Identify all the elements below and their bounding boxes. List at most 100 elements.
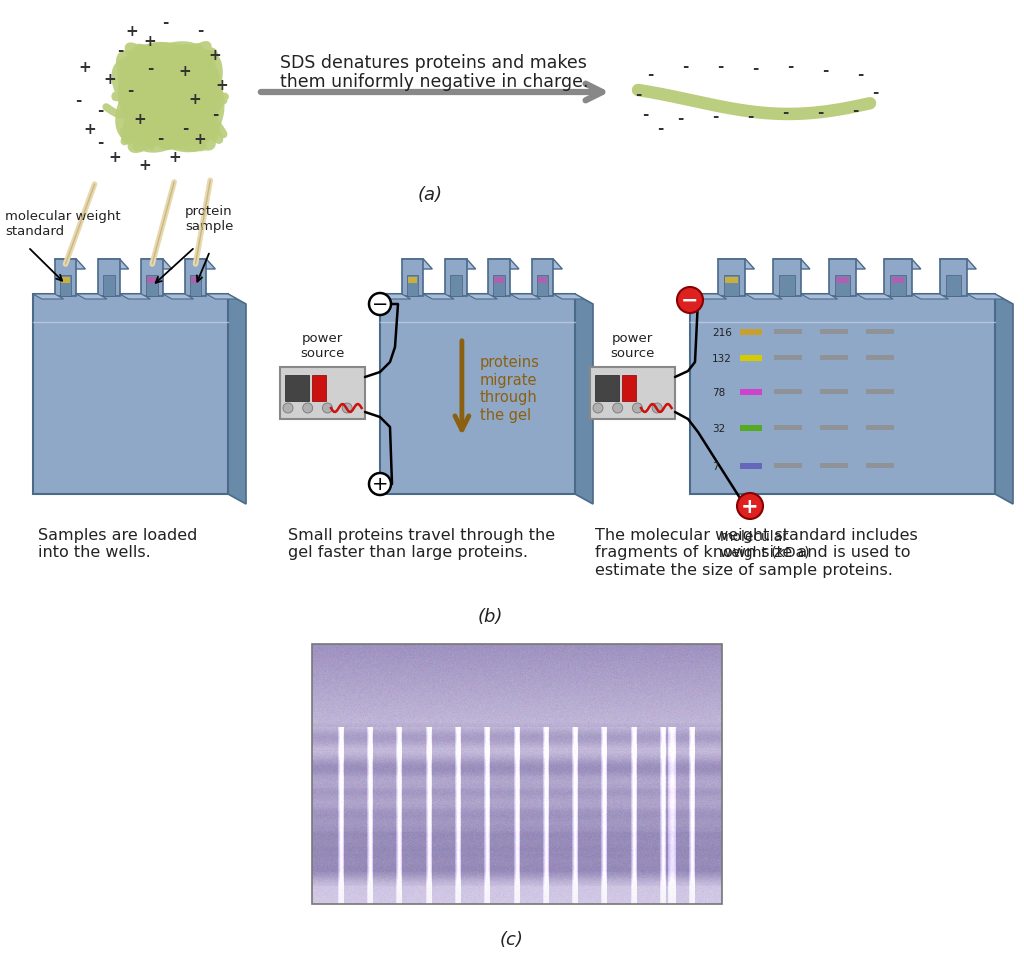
Bar bbox=[189, 275, 202, 297]
Bar bbox=[946, 275, 962, 297]
Bar bbox=[740, 463, 762, 470]
Bar bbox=[820, 425, 848, 430]
Bar bbox=[892, 277, 904, 284]
Polygon shape bbox=[184, 260, 215, 269]
Bar bbox=[828, 260, 856, 297]
Text: -: - bbox=[677, 110, 683, 125]
Bar bbox=[184, 260, 206, 297]
Polygon shape bbox=[690, 295, 727, 299]
Polygon shape bbox=[445, 260, 476, 269]
Bar bbox=[820, 356, 848, 360]
Bar bbox=[740, 329, 762, 335]
Text: +: + bbox=[138, 157, 152, 172]
Polygon shape bbox=[77, 295, 106, 299]
Text: -: - bbox=[162, 15, 168, 29]
Bar bbox=[866, 390, 894, 394]
Bar bbox=[488, 260, 510, 297]
Circle shape bbox=[283, 403, 293, 414]
Polygon shape bbox=[380, 295, 411, 299]
Text: -: - bbox=[127, 82, 133, 98]
Polygon shape bbox=[228, 295, 246, 505]
Bar bbox=[60, 277, 71, 284]
Polygon shape bbox=[911, 295, 948, 299]
Text: −: − bbox=[681, 291, 698, 311]
Text: -: - bbox=[717, 58, 723, 74]
Bar bbox=[537, 275, 549, 297]
Polygon shape bbox=[745, 295, 782, 299]
Polygon shape bbox=[773, 260, 810, 269]
Bar bbox=[380, 295, 575, 494]
Bar bbox=[280, 367, 365, 420]
Bar bbox=[531, 260, 553, 297]
Polygon shape bbox=[98, 260, 129, 269]
Circle shape bbox=[342, 403, 352, 414]
Bar bbox=[494, 275, 505, 297]
Bar bbox=[820, 390, 848, 394]
Circle shape bbox=[323, 403, 333, 414]
Text: -: - bbox=[97, 136, 103, 150]
Text: -: - bbox=[197, 22, 203, 38]
Bar bbox=[590, 367, 675, 420]
Text: 216: 216 bbox=[712, 328, 732, 337]
Polygon shape bbox=[467, 295, 498, 299]
Polygon shape bbox=[510, 295, 541, 299]
Text: +: + bbox=[372, 475, 388, 494]
Text: power
source: power source bbox=[300, 331, 344, 359]
Bar bbox=[774, 463, 802, 469]
Bar bbox=[884, 260, 911, 297]
Polygon shape bbox=[940, 260, 976, 269]
Text: −: − bbox=[372, 296, 388, 314]
Bar bbox=[408, 277, 417, 284]
Bar bbox=[538, 277, 547, 284]
Bar bbox=[774, 425, 802, 430]
Bar bbox=[890, 275, 905, 297]
Text: +: + bbox=[209, 47, 221, 62]
Circle shape bbox=[593, 403, 603, 414]
Text: -: - bbox=[75, 92, 81, 108]
Bar bbox=[940, 260, 968, 297]
Text: 32: 32 bbox=[712, 423, 725, 433]
Bar bbox=[774, 390, 802, 394]
Bar bbox=[98, 260, 120, 297]
Bar bbox=[718, 260, 745, 297]
Bar bbox=[690, 295, 995, 494]
Text: +: + bbox=[216, 78, 228, 92]
Text: -: - bbox=[656, 120, 664, 136]
Polygon shape bbox=[206, 295, 237, 299]
Text: protein
sample: protein sample bbox=[185, 204, 233, 233]
Bar bbox=[820, 329, 848, 334]
Polygon shape bbox=[33, 295, 63, 299]
Text: -: - bbox=[642, 108, 648, 122]
Bar bbox=[312, 644, 722, 904]
Text: -: - bbox=[146, 60, 154, 76]
Text: +: + bbox=[126, 24, 138, 40]
Text: -: - bbox=[682, 58, 688, 74]
Text: -: - bbox=[857, 67, 863, 81]
Polygon shape bbox=[718, 260, 755, 269]
Text: +: + bbox=[103, 73, 117, 87]
Bar bbox=[866, 356, 894, 360]
Text: +: + bbox=[84, 122, 96, 138]
Polygon shape bbox=[553, 295, 584, 299]
Bar bbox=[779, 275, 795, 297]
Polygon shape bbox=[163, 295, 194, 299]
Text: +: + bbox=[133, 112, 146, 127]
Text: -: - bbox=[182, 120, 188, 136]
Text: The molecular weight standard includes
fragments of known size and is used to
es: The molecular weight standard includes f… bbox=[595, 527, 918, 578]
Bar bbox=[866, 329, 894, 334]
Text: +: + bbox=[188, 92, 202, 108]
Text: +: + bbox=[79, 60, 91, 76]
Text: -: - bbox=[635, 87, 641, 103]
Text: +: + bbox=[109, 150, 122, 166]
Bar bbox=[54, 260, 77, 297]
Text: -: - bbox=[871, 84, 879, 100]
Text: -: - bbox=[117, 43, 123, 57]
Bar bbox=[774, 329, 802, 334]
Circle shape bbox=[369, 294, 391, 316]
Text: (c): (c) bbox=[500, 930, 524, 948]
Text: -: - bbox=[712, 109, 718, 124]
Bar bbox=[820, 463, 848, 469]
Text: -: - bbox=[97, 103, 103, 117]
Bar bbox=[33, 295, 228, 494]
Text: power
source: power source bbox=[610, 331, 654, 359]
